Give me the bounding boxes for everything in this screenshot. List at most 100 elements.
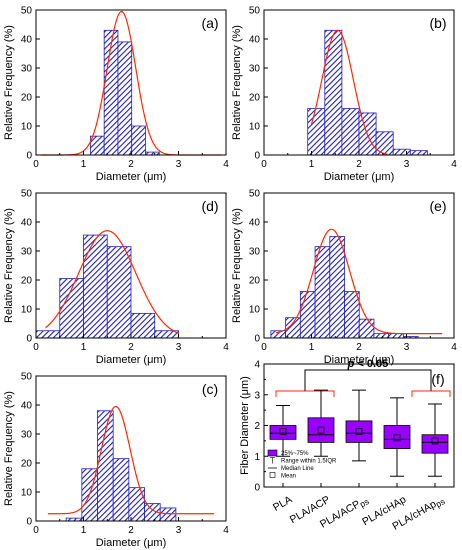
x-tick-label: 2 xyxy=(128,525,134,536)
x-tick-label: 3 xyxy=(176,525,182,536)
gaussian-fit-line xyxy=(47,405,215,515)
histogram-bar xyxy=(117,41,133,156)
y-axis-label: Relative Frequency (%) xyxy=(3,208,15,323)
mean-marker xyxy=(393,434,401,442)
y-tick-label: 30 xyxy=(249,64,261,75)
y-tick-label: 10 xyxy=(21,488,33,499)
y-tick-label: 50 xyxy=(21,189,33,200)
histogram-bar xyxy=(388,333,404,339)
x-tick-label: 0 xyxy=(33,342,39,353)
panel-label: (d) xyxy=(201,198,218,214)
x-tick-label: 3 xyxy=(176,342,182,353)
histogram-bar xyxy=(35,330,61,339)
y-tick-label: 1 xyxy=(254,452,260,463)
x-tick-label: 0 xyxy=(261,159,267,170)
panel-label: (e) xyxy=(429,198,446,214)
histogram-bar xyxy=(97,410,114,522)
y-tick-label: 40 xyxy=(21,35,33,46)
y-tick-label: 10 xyxy=(21,305,33,316)
histogram-bar xyxy=(344,291,360,339)
box-iqr xyxy=(269,425,297,440)
x-axis-label: Diameter (μm) xyxy=(324,354,395,366)
y-tick-label: 40 xyxy=(21,401,33,412)
y-tick-label: 40 xyxy=(249,218,261,229)
y-tick-label: 0 xyxy=(254,151,260,162)
legend-swatch-box xyxy=(267,449,278,457)
y-tick-label: 30 xyxy=(21,64,33,75)
x-tick-label: 4 xyxy=(223,159,229,170)
y-tick-label: 40 xyxy=(21,218,33,229)
legend-swatch-mean xyxy=(269,472,276,478)
x-tick-label: 4 xyxy=(223,342,229,353)
histogram-bar xyxy=(131,125,146,156)
y-tick-label: 3 xyxy=(254,390,260,401)
significance-bracket xyxy=(411,390,451,397)
x-tick-label: 3 xyxy=(176,159,182,170)
histogram-bar xyxy=(324,29,343,156)
x-tick-label: 4 xyxy=(451,342,457,353)
x-tick-label: 3 xyxy=(404,159,410,170)
x-tick-label: 1 xyxy=(81,342,87,353)
histogram-bar xyxy=(103,29,119,156)
y-tick-label: 0 xyxy=(254,483,260,494)
histogram-bar xyxy=(299,291,316,339)
y-tick-label: 4 xyxy=(254,360,260,371)
histogram-bar xyxy=(130,312,156,339)
y-tick-label: 30 xyxy=(249,247,261,258)
category-suffix: ps xyxy=(434,496,447,509)
y-axis-label: Fiber Diameter (μm) xyxy=(239,376,251,475)
y-tick-label: 20 xyxy=(249,93,261,104)
histogram-bar xyxy=(392,148,411,156)
panel-label: (f) xyxy=(431,371,444,387)
histogram-bar xyxy=(106,246,132,339)
y-tick-label: 10 xyxy=(249,305,261,316)
y-tick-label: 2 xyxy=(254,421,260,432)
x-tick-label: 1 xyxy=(81,159,87,170)
significance-bracket xyxy=(275,390,335,397)
panel-f: p < 0.0501234PLAPLA/ACPPLA/ACPpsPLA/cHAp… xyxy=(239,358,455,533)
box-iqr xyxy=(383,425,411,449)
box-iqr xyxy=(345,420,373,443)
histogram-bar xyxy=(341,108,360,156)
histogram-bar xyxy=(128,487,145,522)
x-tick-label: 2 xyxy=(128,159,134,170)
y-axis-label: Relative Frequency (%) xyxy=(3,25,15,140)
y-tick-label: 20 xyxy=(249,276,261,287)
x-axis-label: Diameter (μm) xyxy=(96,537,167,549)
y-tick-label: 0 xyxy=(26,334,32,345)
category-name: PLA xyxy=(271,494,294,514)
histogram-bar xyxy=(83,234,108,339)
histogram-bar xyxy=(373,333,390,339)
legend-entry: Range within 1.5IQR xyxy=(281,459,337,465)
significance-bracket-top xyxy=(304,369,432,391)
x-tick-label: 4 xyxy=(451,159,457,170)
gaussian-fit-line xyxy=(310,29,388,155)
y-tick-label: 0 xyxy=(26,517,32,528)
gaussian-fit-line xyxy=(275,228,443,335)
x-tick-label: 4 xyxy=(223,525,229,536)
y-axis-label: Relative Frequency (%) xyxy=(3,391,15,506)
y-tick-label: 40 xyxy=(249,35,261,46)
histogram-bar xyxy=(112,458,130,522)
box-iqr xyxy=(307,417,335,443)
x-tick-label: 0 xyxy=(261,342,267,353)
mean-marker xyxy=(431,437,439,445)
legend-entry: Mean xyxy=(281,474,296,480)
y-tick-label: 50 xyxy=(21,372,33,383)
y-tick-label: 50 xyxy=(249,189,261,200)
category-suffix: ps xyxy=(358,496,371,509)
y-axis-label: Relative Frequency (%) xyxy=(231,208,243,323)
histogram-bar xyxy=(358,318,375,339)
y-tick-label: 30 xyxy=(21,430,33,441)
y-tick-label: 20 xyxy=(21,459,33,470)
y-tick-label: 0 xyxy=(254,334,260,345)
y-tick-label: 20 xyxy=(21,276,33,287)
histogram-bar xyxy=(314,246,331,339)
panel-label: (c) xyxy=(202,381,218,397)
x-tick-label: 2 xyxy=(356,159,362,170)
